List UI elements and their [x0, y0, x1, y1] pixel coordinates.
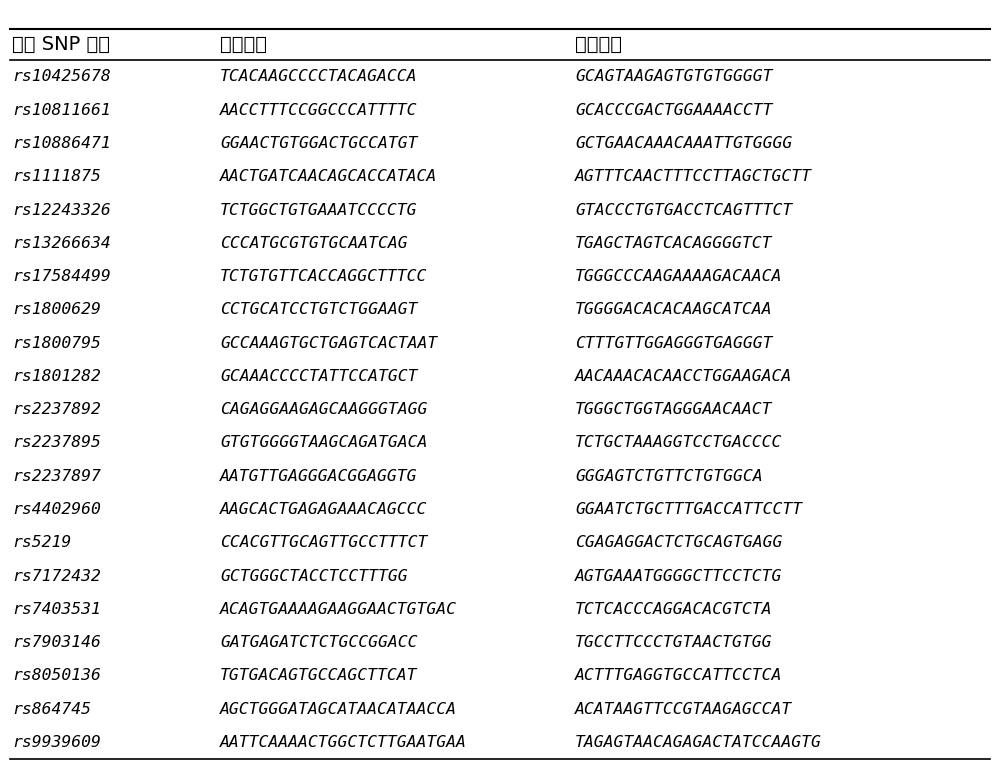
Text: TCTCACCCAGGACACGTCTA: TCTCACCCAGGACACGTCTA	[575, 602, 772, 617]
Text: GGAATCTGCTTTGACCATTCCTT: GGAATCTGCTTTGACCATTCCTT	[575, 502, 802, 517]
Text: GCAAACCCCTATTCCATGCT: GCAAACCCCTATTCCATGCT	[220, 369, 418, 384]
Text: rs2237895: rs2237895	[12, 435, 101, 451]
Text: rs10886471: rs10886471	[12, 136, 111, 151]
Text: rs7403531: rs7403531	[12, 602, 101, 617]
Text: CTTTGTTGGAGGGTGAGGGT: CTTTGTTGGAGGGTGAGGGT	[575, 335, 772, 351]
Text: TCTGGCTGTGAAATCCCCTG: TCTGGCTGTGAAATCCCCTG	[220, 203, 418, 217]
Text: TGCCTTCCCTGTAACTGTGG: TGCCTTCCCTGTAACTGTGG	[575, 635, 772, 650]
Text: TAGAGTAACAGAGACTATCCAAGTG: TAGAGTAACAGAGACTATCCAAGTG	[575, 735, 822, 750]
Text: TGAGCTAGTCACAGGGGTCT: TGAGCTAGTCACAGGGGTCT	[575, 236, 772, 250]
Text: ACAGTGAAAAGAAGGAACTGTGAC: ACAGTGAAAAGAAGGAACTGTGAC	[220, 602, 457, 617]
Text: rs7903146: rs7903146	[12, 635, 101, 650]
Text: 对应 SNP 位点: 对应 SNP 位点	[12, 36, 110, 54]
Text: GCTGGGCTACCTCCTTTGG: GCTGGGCTACCTCCTTTGG	[220, 569, 408, 584]
Text: rs1111875: rs1111875	[12, 169, 101, 184]
Text: CAGAGGAAGAGCAAGGGTAGG: CAGAGGAAGAGCAAGGGTAGG	[220, 402, 427, 417]
Text: rs10811661: rs10811661	[12, 103, 111, 117]
Text: TGTGACAGTGCCAGCTTCAT: TGTGACAGTGCCAGCTTCAT	[220, 669, 418, 683]
Text: rs10425678: rs10425678	[12, 70, 111, 84]
Text: AATGTTGAGGGACGGAGGTG: AATGTTGAGGGACGGAGGTG	[220, 468, 418, 484]
Text: rs5219: rs5219	[12, 535, 71, 550]
Text: AATTCAAAACTGGCTCTTGAATGAA: AATTCAAAACTGGCTCTTGAATGAA	[220, 735, 467, 750]
Text: GCCAAAGTGCTGAGTCACTAAT: GCCAAAGTGCTGAGTCACTAAT	[220, 335, 437, 351]
Text: rs17584499: rs17584499	[12, 269, 111, 284]
Text: AACTGATCAACAGCACCATACA: AACTGATCAACAGCACCATACA	[220, 169, 437, 184]
Text: AGCTGGGATAGCATAACATAACCA: AGCTGGGATAGCATAACATAACCA	[220, 702, 457, 717]
Text: rs12243326: rs12243326	[12, 203, 111, 217]
Text: rs7172432: rs7172432	[12, 569, 101, 584]
Text: CCACGTTGCAGTTGCCTTTCT: CCACGTTGCAGTTGCCTTTCT	[220, 535, 427, 550]
Text: rs864745: rs864745	[12, 702, 91, 717]
Text: TGGGCCCAAGAAAAGACAACA: TGGGCCCAAGAAAAGACAACA	[575, 269, 782, 284]
Text: rs1801282: rs1801282	[12, 369, 101, 384]
Text: AAGCACTGAGAGAAACAGCCC: AAGCACTGAGAGAAACAGCCC	[220, 502, 427, 517]
Text: 下游引物: 下游引物	[575, 36, 622, 54]
Text: TGGGGACACACAAGCATCAA: TGGGGACACACAAGCATCAA	[575, 302, 772, 318]
Text: 上游引物: 上游引物	[220, 36, 267, 54]
Text: rs2237892: rs2237892	[12, 402, 101, 417]
Text: AGTGAAATGGGGCTTCCTCTG: AGTGAAATGGGGCTTCCTCTG	[575, 569, 782, 584]
Text: GTGTGGGGTAAGCAGATGACA: GTGTGGGGTAAGCAGATGACA	[220, 435, 427, 451]
Text: GGGAGTCTGTTCTGTGGCA: GGGAGTCTGTTCTGTGGCA	[575, 468, 763, 484]
Text: rs4402960: rs4402960	[12, 502, 101, 517]
Text: rs1800629: rs1800629	[12, 302, 101, 318]
Text: AACAAACACAACCTGGAAGACA: AACAAACACAACCTGGAAGACA	[575, 369, 792, 384]
Text: AGTTTCAACTTTCCTTAGCTGCTT: AGTTTCAACTTTCCTTAGCTGCTT	[575, 169, 812, 184]
Text: GGAACTGTGGACTGCCATGT: GGAACTGTGGACTGCCATGT	[220, 136, 418, 151]
Text: TGGGCTGGTAGGGAACAACT: TGGGCTGGTAGGGAACAACT	[575, 402, 772, 417]
Text: TCTGCTAAAGGTCCTGACCCC: TCTGCTAAAGGTCCTGACCCC	[575, 435, 782, 451]
Text: GCTGAACAAACAAATTGTGGGG: GCTGAACAAACAAATTGTGGGG	[575, 136, 792, 151]
Text: ACTTTGAGGTGCCATTCCTCA: ACTTTGAGGTGCCATTCCTCA	[575, 669, 782, 683]
Text: GCAGTAAGAGTGTGTGGGGT: GCAGTAAGAGTGTGTGGGGT	[575, 70, 772, 84]
Text: TCACAAGCCCCTACAGACCA: TCACAAGCCCCTACAGACCA	[220, 70, 418, 84]
Text: rs9939609: rs9939609	[12, 735, 101, 750]
Text: GCACCCGACTGGAAAACCTT: GCACCCGACTGGAAAACCTT	[575, 103, 772, 117]
Text: rs13266634: rs13266634	[12, 236, 111, 250]
Text: AACCTTTCCGGCCCATTTTC: AACCTTTCCGGCCCATTTTC	[220, 103, 418, 117]
Text: rs2237897: rs2237897	[12, 468, 101, 484]
Text: GTACCCTGTGACCTCAGTTTCT: GTACCCTGTGACCTCAGTTTCT	[575, 203, 792, 217]
Text: CCTGCATCCTGTCTGGAAGT: CCTGCATCCTGTCTGGAAGT	[220, 302, 418, 318]
Text: GATGAGATCTCTGCCGGACC: GATGAGATCTCTGCCGGACC	[220, 635, 418, 650]
Text: TCTGTGTTCACCAGGCTTTCC: TCTGTGTTCACCAGGCTTTCC	[220, 269, 427, 284]
Text: CCCATGCGTGTGCAATCAG: CCCATGCGTGTGCAATCAG	[220, 236, 408, 250]
Text: CGAGAGGACTCTGCAGTGAGG: CGAGAGGACTCTGCAGTGAGG	[575, 535, 782, 550]
Text: ACATAAGTTCCGTAAGAGCCAT: ACATAAGTTCCGTAAGAGCCAT	[575, 702, 792, 717]
Text: rs1800795: rs1800795	[12, 335, 101, 351]
Text: rs8050136: rs8050136	[12, 669, 101, 683]
